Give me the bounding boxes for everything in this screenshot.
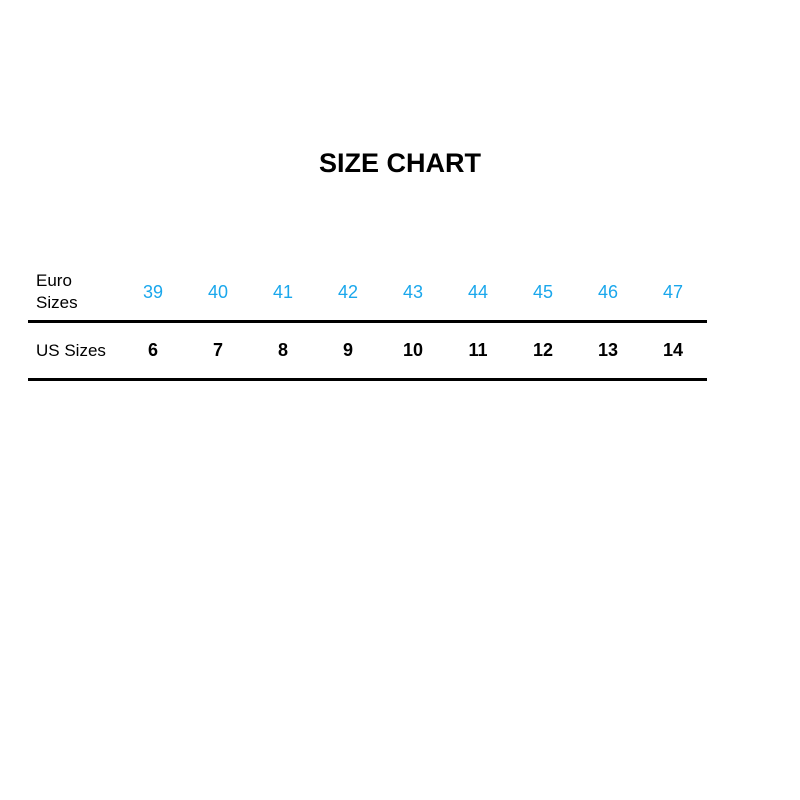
divider-bottom bbox=[28, 378, 707, 381]
us-sizes-label: US Sizes bbox=[36, 341, 106, 360]
euro-label-line2: Sizes bbox=[36, 293, 78, 312]
euro-size-cell: 43 bbox=[402, 282, 424, 302]
us-size-cell: 8 bbox=[277, 340, 288, 360]
divider-top bbox=[28, 320, 707, 323]
euro-label-line1: Euro bbox=[36, 271, 72, 290]
us-size-cell: 10 bbox=[402, 340, 424, 360]
us-size-cell: 11 bbox=[468, 340, 488, 360]
euro-size-cell: 40 bbox=[207, 282, 229, 302]
euro-size-cell: 45 bbox=[532, 282, 554, 302]
us-size-cell: 6 bbox=[147, 340, 158, 360]
euro-size-cell: 41 bbox=[272, 282, 294, 302]
us-size-cell: 13 bbox=[597, 340, 619, 360]
euro-sizes-label: Euro Sizes bbox=[36, 270, 78, 314]
us-size-cell: 14 bbox=[662, 340, 684, 360]
us-size-cell: 9 bbox=[342, 340, 353, 360]
euro-size-cell: 46 bbox=[597, 282, 619, 302]
page-title: SIZE CHART bbox=[319, 148, 481, 178]
us-size-cell: 12 bbox=[532, 340, 554, 360]
euro-size-cell: 42 bbox=[337, 282, 359, 302]
us-size-cell: 7 bbox=[212, 340, 223, 360]
euro-size-cell: 47 bbox=[662, 282, 684, 302]
euro-size-cell: 44 bbox=[467, 282, 489, 302]
euro-size-cell: 39 bbox=[142, 282, 164, 302]
